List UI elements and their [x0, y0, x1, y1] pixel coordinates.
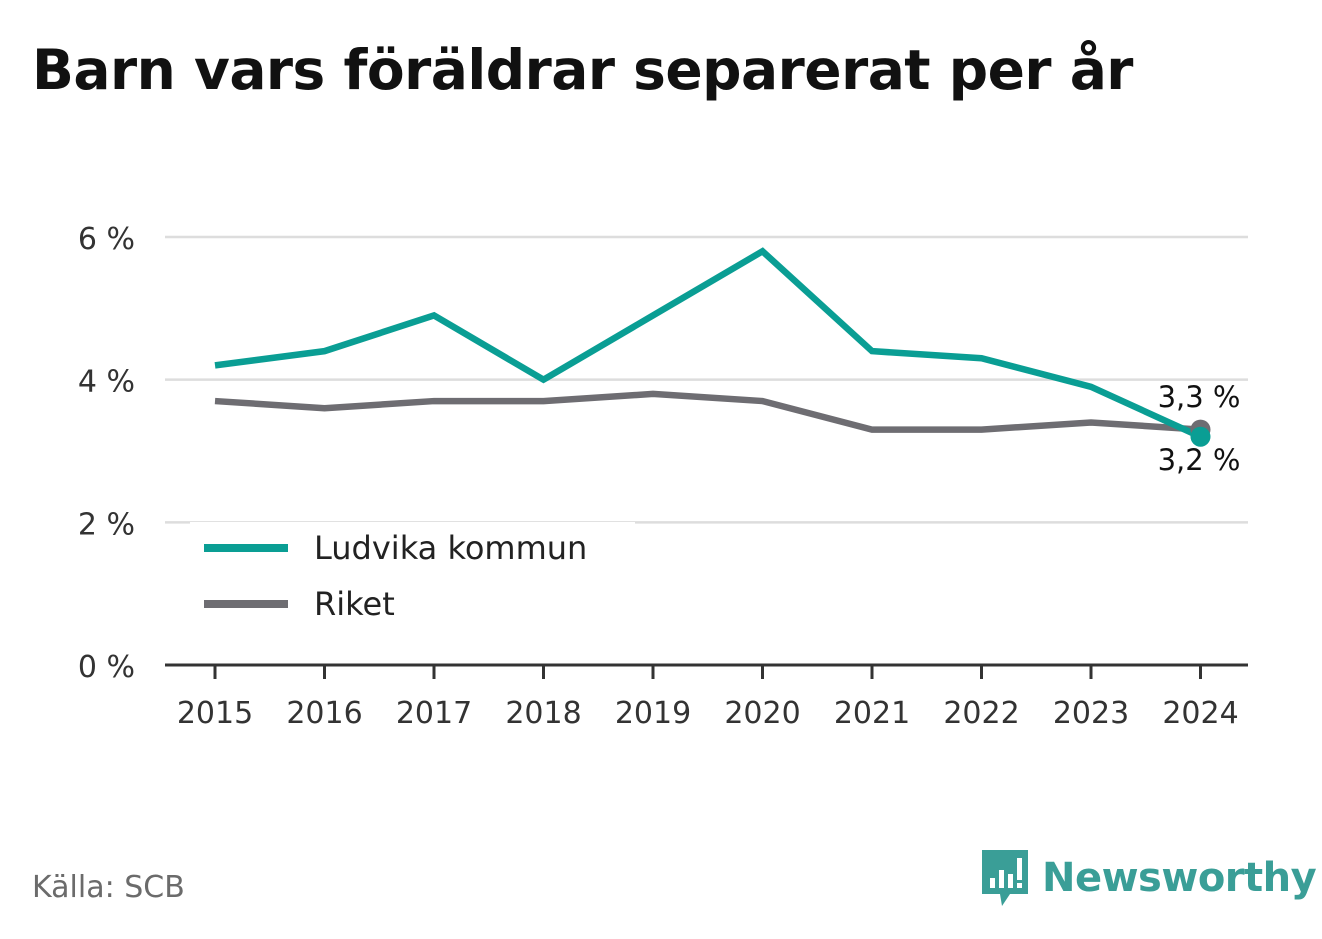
x-tick-label: 2016: [286, 696, 362, 731]
series-line: [214, 390, 1201, 433]
series-lines: [214, 247, 1211, 447]
x-tick-label: 2019: [615, 696, 691, 731]
y-tick-label: 2 %: [78, 507, 135, 542]
newsworthy-logo-icon: [982, 850, 1028, 906]
end-labels: 3,2 % 3,3 %: [1158, 380, 1241, 477]
x-tick-label: 2023: [1053, 696, 1129, 731]
chart-title: Barn vars föräldrar separerat per år: [32, 38, 1133, 102]
x-tick-label: 2018: [505, 696, 581, 731]
legend-label: Riket: [314, 585, 395, 623]
legend-background: [190, 522, 635, 640]
source-note: Källa: SCB: [32, 870, 185, 905]
series-line: [214, 247, 1202, 440]
brand-name: Newsworthy: [1042, 855, 1317, 901]
series-end-marker: [1190, 426, 1211, 447]
y-tick-label: 0 %: [78, 650, 135, 685]
x-tick-label: 2017: [396, 696, 472, 731]
x-axis: 2015 2016 2017 2018 2019 2020 2021 2022 2023 2024: [165, 663, 1248, 731]
brand: Newsworthy: [980, 848, 1317, 908]
x-tick-label: 2024: [1162, 696, 1238, 731]
x-tick-label: 2022: [943, 696, 1019, 731]
y-tick-label: 6 %: [78, 222, 135, 257]
x-tick-label: 2021: [834, 696, 910, 731]
end-label: 3,3 %: [1158, 380, 1241, 414]
legend: Ludvika kommun Riket: [190, 522, 635, 640]
x-tick-label: 2020: [724, 696, 800, 731]
legend-label: Ludvika kommun: [314, 529, 587, 567]
x-tick-label: 2015: [177, 696, 253, 731]
y-tick-label: 4 %: [78, 365, 135, 400]
end-label: 3,2 %: [1158, 443, 1241, 477]
